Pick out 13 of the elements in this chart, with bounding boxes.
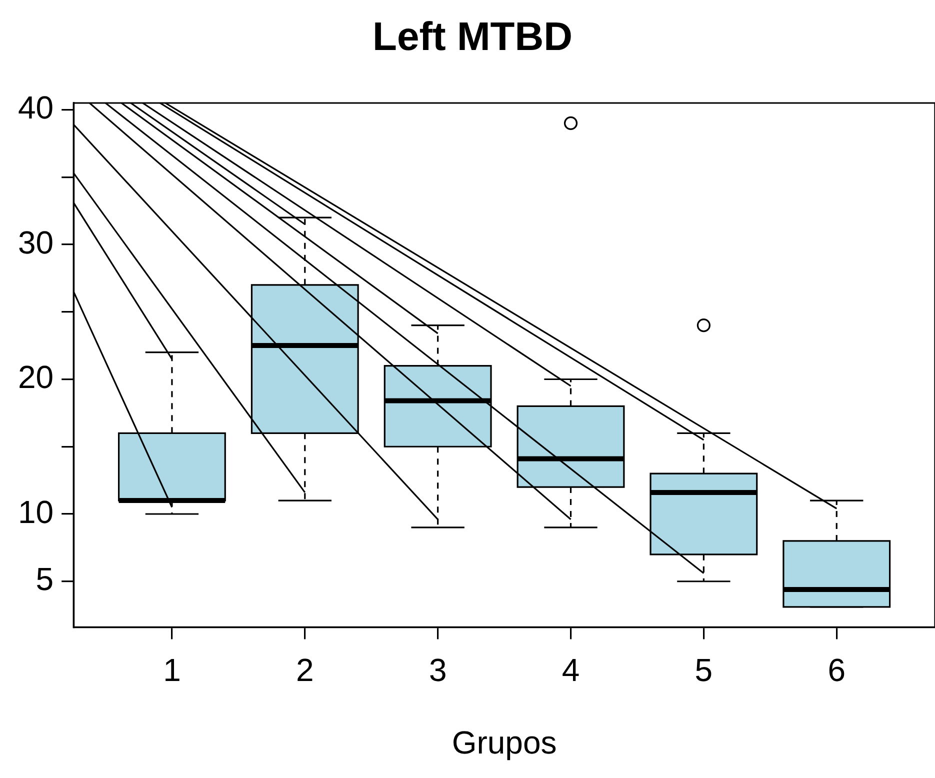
y-tick-label: 40	[18, 90, 54, 126]
x-tick-label: 4	[562, 652, 580, 688]
x-axis-title: Grupos	[452, 724, 557, 761]
y-tick-label: 10	[18, 494, 54, 530]
x-tick-label: 6	[828, 652, 846, 688]
y-tick-label: 20	[18, 359, 54, 396]
x-tick-label: 2	[296, 652, 314, 688]
x-tick-label: 3	[428, 652, 447, 688]
chart-title: Left MTBD	[372, 15, 572, 60]
x-tick-label: 1	[163, 652, 181, 688]
y-tick-label: 30	[18, 224, 54, 260]
y-tick-label: 5	[36, 561, 54, 598]
x-tick-label: 5	[694, 652, 713, 688]
